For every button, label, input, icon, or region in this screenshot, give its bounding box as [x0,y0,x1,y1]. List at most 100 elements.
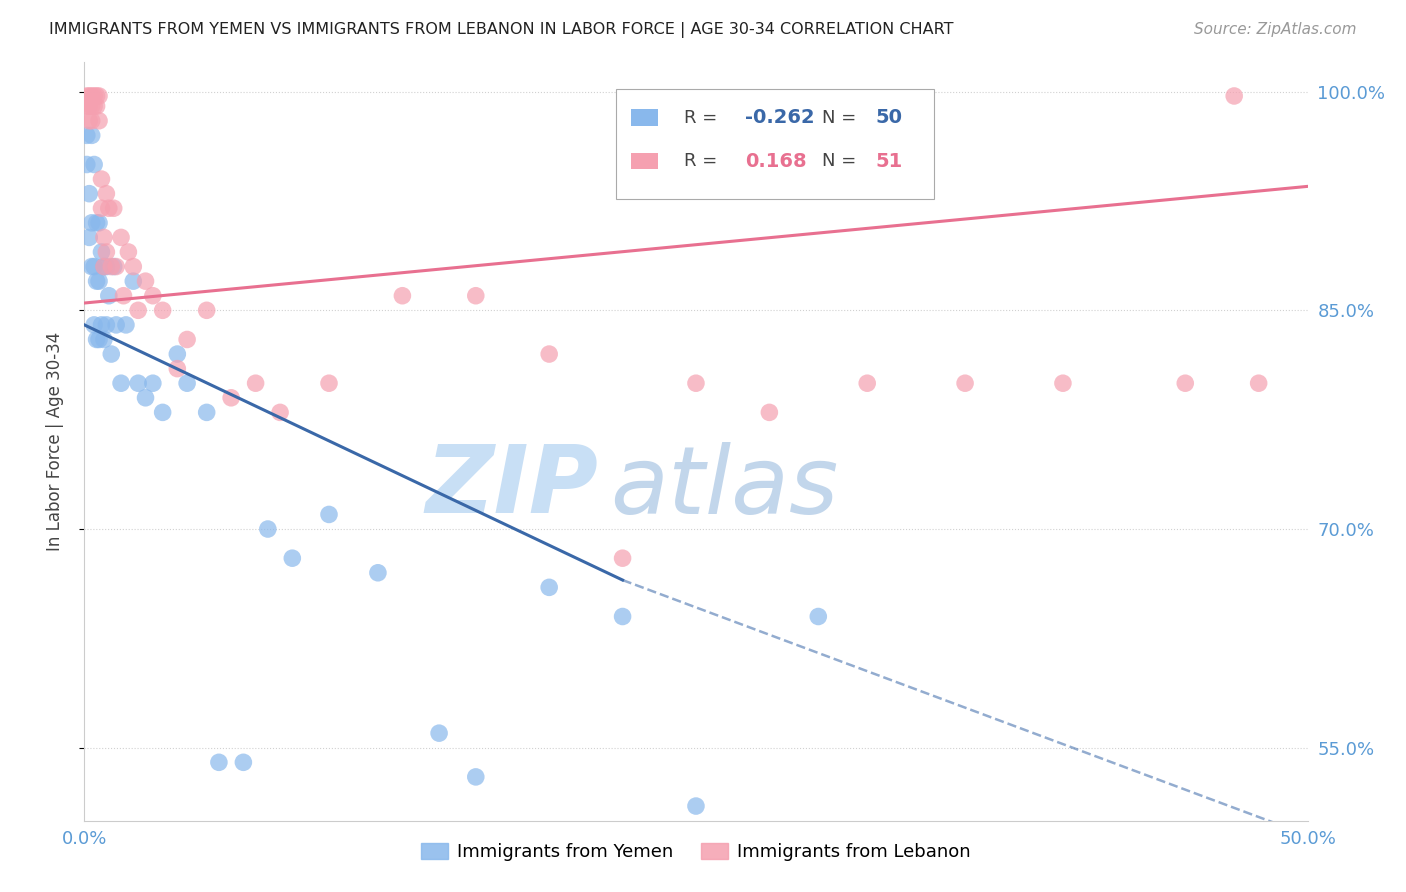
Point [87,113,110,128]
Point [96,318,118,332]
Point [127,303,149,318]
Point [86,99,108,113]
Point [93,230,115,244]
Point [83,89,105,103]
Point [142,289,165,303]
Point [76,157,98,171]
Point [195,303,218,318]
FancyBboxPatch shape [631,110,658,126]
Point [86,216,108,230]
Point [86,274,108,288]
Text: R =: R = [683,109,723,127]
Point [685,376,707,391]
Point [97,201,120,215]
Text: N =: N = [823,152,862,170]
Point [87,89,110,103]
Point [245,376,267,391]
Text: Source: ZipAtlas.com: Source: ZipAtlas.com [1194,22,1357,37]
Point [86,333,108,347]
Point [105,260,128,274]
Point [135,274,157,288]
Point [100,260,122,274]
Point [77,99,100,113]
Point [195,405,218,419]
Point [96,260,118,274]
Point [464,289,486,303]
Point [142,376,165,391]
Point [93,260,115,274]
Point [685,799,707,814]
Point [1247,376,1270,391]
Point [97,289,120,303]
Point [80,260,103,274]
Point [281,551,304,566]
Point [318,376,340,391]
Text: atlas: atlas [610,442,838,533]
Point [87,274,110,288]
Point [83,318,105,332]
Point [391,289,413,303]
Point [77,89,100,103]
Point [807,609,830,624]
Point [152,303,174,318]
Point [427,726,450,740]
Point [367,566,389,580]
Text: ZIP: ZIP [425,441,598,533]
Point [80,128,103,143]
Text: 50: 50 [876,108,903,128]
Point [856,376,879,391]
Point [612,609,634,624]
Point [176,333,198,347]
Point [87,216,110,230]
Point [612,551,634,566]
Point [90,318,112,332]
Y-axis label: In Labor Force | Age 30-34: In Labor Force | Age 30-34 [45,332,63,551]
Point [176,376,198,391]
Point [83,157,105,171]
Point [77,230,100,244]
Point [953,376,976,391]
Text: 51: 51 [876,152,903,170]
Text: 0.168: 0.168 [745,152,807,170]
Point [103,201,125,215]
Point [758,405,780,419]
Point [86,89,108,103]
Text: R =: R = [683,152,728,170]
Point [96,186,118,201]
Point [257,522,280,536]
FancyBboxPatch shape [631,153,658,169]
Point [1223,89,1246,103]
Point [100,347,122,361]
Point [208,756,231,770]
Point [318,508,340,522]
Point [103,260,125,274]
Point [83,99,105,113]
Point [122,260,145,274]
Point [115,318,138,332]
Text: -0.262: -0.262 [745,108,814,128]
Point [135,391,157,405]
Point [87,333,110,347]
Point [80,99,103,113]
Point [80,216,103,230]
Point [76,89,98,103]
Point [77,113,100,128]
Point [166,347,188,361]
Point [80,89,103,103]
Point [105,318,128,332]
Point [93,260,115,274]
Point [122,274,145,288]
Point [76,99,98,113]
Point [219,391,242,405]
Point [90,172,112,186]
Point [76,128,98,143]
Point [1052,376,1074,391]
Point [110,230,132,244]
Point [127,376,149,391]
Point [96,244,118,259]
Point [77,186,100,201]
Text: IMMIGRANTS FROM YEMEN VS IMMIGRANTS FROM LEBANON IN LABOR FORCE | AGE 30-34 CORR: IMMIGRANTS FROM YEMEN VS IMMIGRANTS FROM… [49,22,953,38]
Point [538,580,561,594]
FancyBboxPatch shape [616,89,935,199]
Point [538,347,561,361]
